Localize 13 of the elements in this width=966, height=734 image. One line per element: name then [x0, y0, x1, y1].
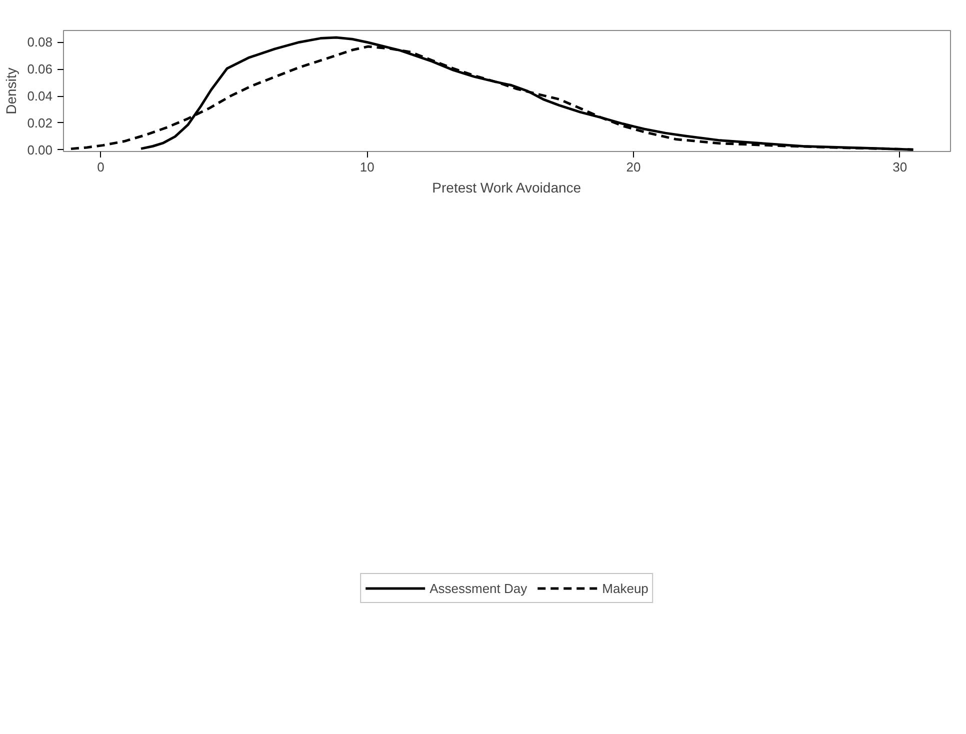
legend-label: Assessment Day: [430, 580, 528, 596]
legend-label: Makeup: [602, 580, 648, 596]
x-tick-label: 20: [626, 160, 641, 174]
y-tick-label: 0.08: [27, 34, 53, 50]
x-tick-label: 10: [360, 160, 374, 174]
x-tick-label: 30: [892, 160, 908, 174]
y-tick-label: 0.02: [27, 115, 53, 130]
y-tick-label: 0.06: [27, 62, 53, 77]
x-axis-title: Pretest Work Avoidance: [432, 180, 582, 196]
y-axis-title: Density: [3, 68, 20, 114]
y-tick-label: 0.00: [27, 142, 53, 158]
y-tick-label: 0.04: [27, 88, 53, 104]
x-tick-label: 0: [97, 160, 104, 174]
